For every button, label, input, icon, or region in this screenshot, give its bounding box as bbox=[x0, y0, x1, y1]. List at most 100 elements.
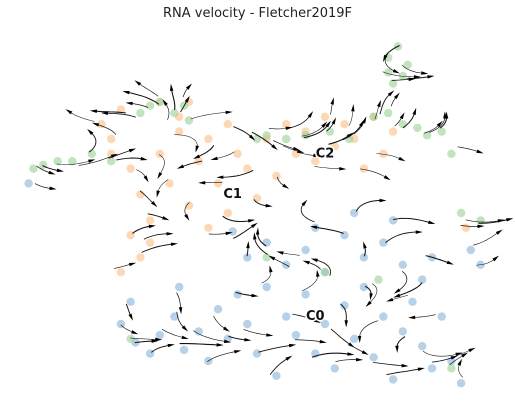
streamline-126 bbox=[457, 146, 480, 153]
velocity-arrow-46 bbox=[379, 198, 387, 203]
velocity-arrow-41 bbox=[415, 230, 423, 234]
velocity-arrow-84 bbox=[169, 83, 174, 92]
streamline-49 bbox=[473, 231, 500, 246]
streamline-100 bbox=[382, 71, 417, 78]
velocity-arrow-91 bbox=[225, 231, 233, 236]
streamline-47 bbox=[393, 217, 432, 224]
streamline-56 bbox=[139, 190, 155, 205]
velocity-arrow-87 bbox=[148, 224, 156, 229]
streamline-57 bbox=[147, 213, 166, 220]
point-c0-27 bbox=[398, 327, 407, 336]
streamline-63 bbox=[196, 144, 215, 158]
velocity-arrow-51 bbox=[49, 186, 57, 190]
velocity-arrow-1 bbox=[151, 339, 159, 343]
streamline-106 bbox=[88, 131, 97, 153]
point-c2-24 bbox=[369, 112, 378, 122]
streamline-110 bbox=[137, 82, 159, 97]
streamline-10 bbox=[235, 291, 255, 297]
streamline-9 bbox=[228, 335, 248, 341]
velocity-arrow-56 bbox=[151, 201, 158, 208]
point-c1-34 bbox=[136, 253, 145, 262]
point-c2-37 bbox=[447, 364, 456, 373]
point-c1-27 bbox=[379, 149, 388, 158]
velocity-arrow-61 bbox=[184, 213, 190, 221]
velocity-arrow-13 bbox=[269, 265, 273, 273]
point-c2-7 bbox=[39, 160, 48, 170]
streamline-7 bbox=[207, 350, 238, 362]
streamline-76 bbox=[328, 134, 351, 145]
velocity-arrow-95 bbox=[248, 134, 256, 141]
point-c0-16 bbox=[291, 330, 301, 340]
velocity-arrow-90 bbox=[166, 232, 174, 236]
velocity-arrow-36 bbox=[268, 255, 276, 261]
velocity-arrow-27 bbox=[395, 345, 399, 353]
point-c1-16 bbox=[272, 171, 281, 181]
point-c0-6 bbox=[194, 327, 203, 336]
point-c0-14 bbox=[272, 371, 281, 380]
velocity-arrow-71 bbox=[307, 111, 314, 118]
streamline-29 bbox=[422, 350, 459, 357]
streamline-21 bbox=[340, 303, 347, 324]
velocity-arrow-14 bbox=[285, 355, 293, 361]
point-c2-30 bbox=[447, 149, 456, 158]
streamline-53 bbox=[176, 292, 182, 311]
streamline-95 bbox=[233, 126, 253, 139]
velocity-arrow-126 bbox=[476, 149, 484, 154]
point-c0-25 bbox=[379, 312, 388, 321]
streamline-104 bbox=[56, 160, 92, 165]
point-c0-13 bbox=[262, 282, 271, 292]
velocity-arrow-119 bbox=[358, 119, 365, 127]
point-c1-31 bbox=[116, 105, 126, 114]
velocity-arrow-74 bbox=[339, 167, 347, 171]
velocity-arrow-104 bbox=[88, 159, 96, 163]
point-c2-31 bbox=[456, 208, 466, 218]
streamline-28 bbox=[390, 295, 408, 301]
point-c0-21 bbox=[340, 301, 349, 310]
point-c0-17 bbox=[301, 290, 310, 299]
point-c0-29 bbox=[418, 342, 427, 351]
point-c2-5 bbox=[388, 79, 398, 88]
velocity-arrow-131 bbox=[365, 300, 372, 308]
point-c0-31 bbox=[437, 312, 446, 321]
point-c1-1 bbox=[126, 164, 135, 173]
point-c1-8 bbox=[194, 157, 203, 166]
point-c1-3 bbox=[145, 216, 155, 225]
velocity-arrow-53 bbox=[178, 307, 183, 315]
velocity-arrow-39 bbox=[309, 225, 318, 230]
velocity-arrow-17 bbox=[316, 269, 320, 277]
streamline-11 bbox=[243, 329, 270, 336]
streamline-26 bbox=[386, 368, 421, 376]
point-c1-12 bbox=[233, 149, 242, 158]
velocity-arrow-123 bbox=[436, 120, 443, 128]
point-c0-10 bbox=[233, 290, 242, 299]
point-c0-52 bbox=[126, 297, 135, 306]
velocity-arrow-106 bbox=[87, 128, 94, 135]
velocity-arrow-83 bbox=[122, 90, 130, 95]
streamline-87 bbox=[132, 225, 152, 234]
velocity-arrow-94 bbox=[128, 148, 137, 153]
cluster-label-c2: C2 bbox=[316, 146, 335, 161]
streamline-46 bbox=[355, 200, 383, 212]
velocity-arrow-62 bbox=[176, 164, 185, 169]
velocity-arrow-28 bbox=[386, 297, 394, 302]
velocity-arrow-5 bbox=[216, 343, 224, 347]
velocity-arrow-37 bbox=[276, 251, 284, 255]
streamline-39 bbox=[314, 226, 344, 234]
point-c2-2 bbox=[403, 60, 412, 70]
velocity-arrow-69 bbox=[292, 146, 301, 151]
velocity-arrow-16 bbox=[319, 339, 327, 344]
velocity-arrow-73 bbox=[325, 120, 331, 128]
streamline-90 bbox=[143, 233, 170, 240]
point-c2-17 bbox=[184, 116, 194, 125]
streamline-4 bbox=[176, 311, 186, 329]
point-c0-33 bbox=[456, 379, 466, 388]
velocity-arrow-77 bbox=[351, 104, 355, 112]
point-c2-4 bbox=[384, 68, 393, 77]
point-c1-13 bbox=[243, 164, 252, 173]
point-c0-19 bbox=[320, 319, 330, 329]
velocity-arrow-88 bbox=[170, 242, 178, 247]
streamline-132 bbox=[130, 337, 159, 340]
velocity-arrow-129 bbox=[253, 232, 257, 240]
point-c1-36 bbox=[145, 238, 155, 247]
point-c0-12 bbox=[252, 349, 262, 358]
